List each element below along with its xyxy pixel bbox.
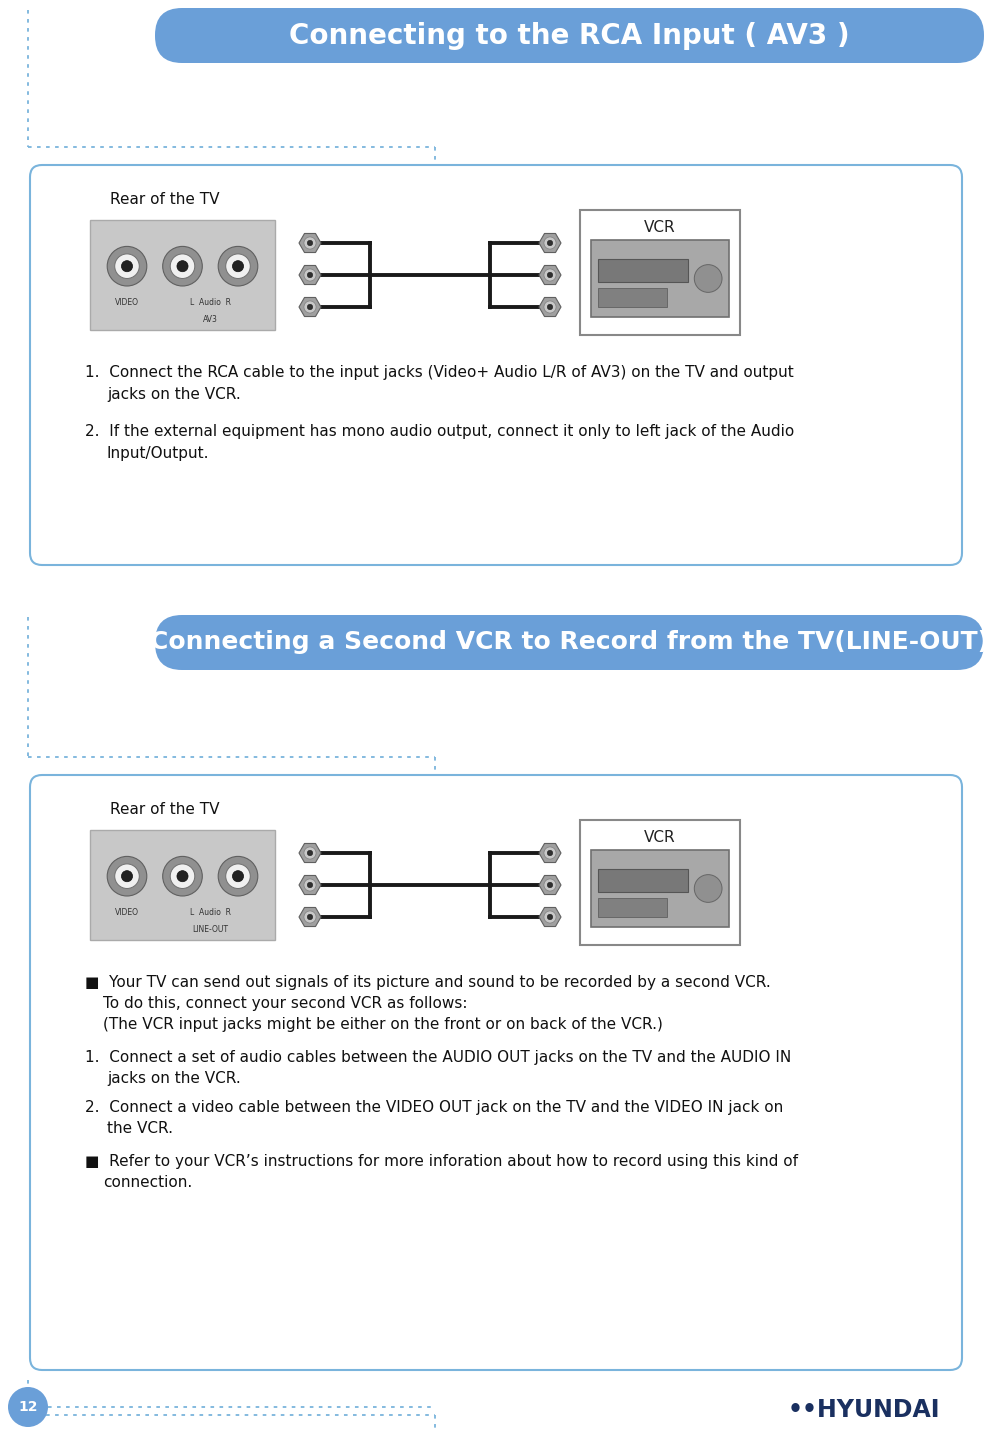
- Circle shape: [308, 240, 312, 245]
- Circle shape: [548, 914, 553, 920]
- Text: Rear of the TV: Rear of the TV: [110, 802, 219, 818]
- Circle shape: [308, 851, 312, 855]
- Polygon shape: [539, 875, 561, 894]
- FancyBboxPatch shape: [155, 616, 984, 670]
- Text: LINE-OUT: LINE-OUT: [192, 924, 228, 934]
- Circle shape: [694, 264, 722, 293]
- Circle shape: [548, 240, 553, 245]
- Circle shape: [548, 883, 553, 888]
- Text: Connecting a Second VCR to Record from the TV(LINE-OUT): Connecting a Second VCR to Record from t…: [150, 630, 989, 654]
- Text: 1.  Connect a set of audio cables between the AUDIO OUT jacks on the TV and the : 1. Connect a set of audio cables between…: [85, 1050, 792, 1065]
- Polygon shape: [299, 875, 321, 894]
- Text: 2.  If the external equipment has mono audio output, connect it only to left jac: 2. If the external equipment has mono au…: [85, 423, 795, 439]
- Text: 1.  Connect the RCA cable to the input jacks (Video+ Audio L/R of AV3) on the TV: 1. Connect the RCA cable to the input ja…: [85, 364, 794, 380]
- Text: Connecting to the RCA Input ( AV3 ): Connecting to the RCA Input ( AV3 ): [290, 22, 850, 49]
- Text: L  Audio  R: L Audio R: [189, 298, 231, 307]
- Circle shape: [121, 261, 133, 271]
- Circle shape: [171, 254, 194, 278]
- Text: VIDEO: VIDEO: [115, 908, 139, 917]
- Polygon shape: [539, 907, 561, 927]
- Text: jacks on the VCR.: jacks on the VCR.: [107, 1071, 241, 1086]
- Circle shape: [163, 247, 202, 286]
- Bar: [591, 240, 729, 317]
- Text: AV3: AV3: [202, 314, 217, 323]
- Circle shape: [308, 914, 312, 920]
- Circle shape: [107, 857, 147, 895]
- Polygon shape: [299, 844, 321, 862]
- Circle shape: [232, 261, 244, 271]
- Bar: [580, 819, 740, 946]
- Circle shape: [121, 871, 133, 881]
- Circle shape: [163, 857, 202, 895]
- Polygon shape: [539, 297, 561, 317]
- Text: L  Audio  R: L Audio R: [189, 908, 231, 917]
- Circle shape: [544, 237, 557, 250]
- Text: ••HYUNDAI: ••HYUNDAI: [788, 1398, 940, 1422]
- Polygon shape: [299, 234, 321, 253]
- Circle shape: [304, 880, 316, 891]
- Circle shape: [115, 864, 139, 888]
- Text: VIDEO: VIDEO: [115, 298, 139, 307]
- Bar: [580, 210, 740, 334]
- Bar: [90, 829, 275, 940]
- Text: Rear of the TV: Rear of the TV: [110, 192, 219, 208]
- Bar: [598, 898, 667, 917]
- Text: connection.: connection.: [103, 1175, 192, 1190]
- Circle shape: [226, 864, 250, 888]
- Bar: [598, 260, 687, 283]
- Polygon shape: [299, 265, 321, 284]
- Circle shape: [304, 301, 316, 313]
- Circle shape: [226, 254, 250, 278]
- Text: VCR: VCR: [644, 831, 676, 845]
- Circle shape: [308, 273, 312, 278]
- Bar: [591, 850, 729, 927]
- Text: VCR: VCR: [644, 221, 676, 235]
- Polygon shape: [299, 907, 321, 927]
- Circle shape: [544, 301, 557, 313]
- Circle shape: [544, 880, 557, 891]
- FancyBboxPatch shape: [30, 775, 962, 1370]
- Circle shape: [218, 247, 258, 286]
- Text: ■  Your TV can send out signals of its picture and sound to be recorded by a sec: ■ Your TV can send out signals of its pi…: [85, 974, 771, 990]
- Circle shape: [171, 864, 194, 888]
- Text: 12: 12: [18, 1401, 38, 1413]
- Circle shape: [177, 261, 188, 271]
- Circle shape: [544, 268, 557, 281]
- Circle shape: [544, 847, 557, 860]
- Circle shape: [304, 911, 316, 923]
- Polygon shape: [539, 234, 561, 253]
- Polygon shape: [539, 265, 561, 284]
- Text: To do this, connect your second VCR as follows:: To do this, connect your second VCR as f…: [103, 996, 467, 1012]
- Bar: [90, 220, 275, 330]
- FancyBboxPatch shape: [30, 165, 962, 565]
- Circle shape: [177, 871, 188, 881]
- Text: Input/Output.: Input/Output.: [107, 446, 209, 461]
- Circle shape: [548, 273, 553, 278]
- Circle shape: [548, 851, 553, 855]
- Text: 2.  Connect a video cable between the VIDEO OUT jack on the TV and the VIDEO IN : 2. Connect a video cable between the VID…: [85, 1101, 784, 1115]
- Circle shape: [304, 847, 316, 860]
- Circle shape: [694, 875, 722, 903]
- Circle shape: [544, 911, 557, 923]
- FancyBboxPatch shape: [155, 9, 984, 63]
- Text: ■  Refer to your VCR’s instructions for more inforation about how to record usin: ■ Refer to your VCR’s instructions for m…: [85, 1154, 798, 1170]
- Circle shape: [548, 304, 553, 310]
- Polygon shape: [299, 297, 321, 317]
- Bar: [598, 288, 667, 307]
- Polygon shape: [539, 844, 561, 862]
- Circle shape: [107, 247, 147, 286]
- Text: the VCR.: the VCR.: [107, 1121, 173, 1137]
- Circle shape: [308, 883, 312, 888]
- Circle shape: [232, 871, 244, 881]
- Bar: [598, 870, 687, 893]
- Circle shape: [8, 1388, 48, 1426]
- Text: jacks on the VCR.: jacks on the VCR.: [107, 387, 241, 402]
- Circle shape: [115, 254, 139, 278]
- Text: (The VCR input jacks might be either on the front or on back of the VCR.): (The VCR input jacks might be either on …: [103, 1017, 663, 1032]
- Circle shape: [304, 237, 316, 250]
- Circle shape: [218, 857, 258, 895]
- Circle shape: [308, 304, 312, 310]
- Circle shape: [304, 268, 316, 281]
